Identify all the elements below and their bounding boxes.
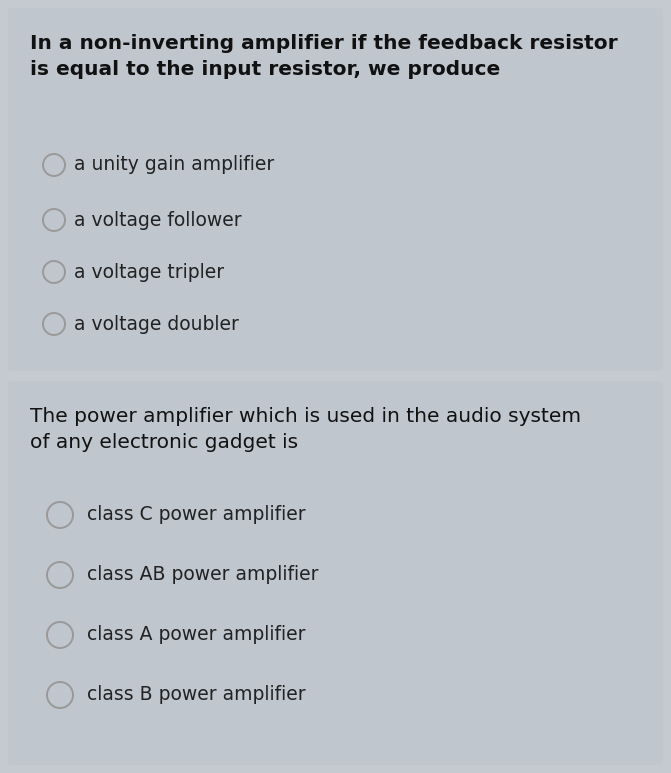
Text: The power amplifier which is used in the audio system
of any electronic gadget i: The power amplifier which is used in the… <box>30 407 581 451</box>
Circle shape <box>47 682 73 708</box>
Circle shape <box>47 562 73 588</box>
Text: class AB power amplifier: class AB power amplifier <box>87 566 319 584</box>
Text: class C power amplifier: class C power amplifier <box>87 506 305 525</box>
Circle shape <box>43 261 65 283</box>
FancyBboxPatch shape <box>8 381 663 765</box>
Text: a unity gain amplifier: a unity gain amplifier <box>74 155 274 175</box>
Circle shape <box>43 313 65 335</box>
Circle shape <box>43 154 65 176</box>
FancyBboxPatch shape <box>8 8 663 371</box>
Text: In a non-inverting amplifier if the feedback resistor
is equal to the input resi: In a non-inverting amplifier if the feed… <box>30 34 617 79</box>
Text: class A power amplifier: class A power amplifier <box>87 625 305 645</box>
Text: class B power amplifier: class B power amplifier <box>87 686 305 704</box>
Circle shape <box>47 622 73 648</box>
Circle shape <box>47 502 73 528</box>
Text: a voltage follower: a voltage follower <box>74 210 242 230</box>
Text: a voltage tripler: a voltage tripler <box>74 263 224 281</box>
Circle shape <box>43 209 65 231</box>
Text: a voltage doubler: a voltage doubler <box>74 315 239 333</box>
